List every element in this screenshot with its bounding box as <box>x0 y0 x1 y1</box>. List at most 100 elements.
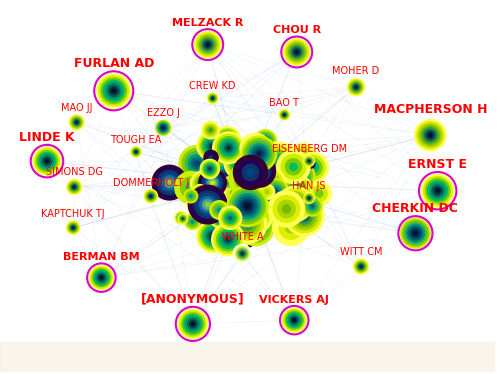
Circle shape <box>286 42 308 62</box>
Circle shape <box>226 185 268 227</box>
Circle shape <box>240 176 249 186</box>
Circle shape <box>252 181 260 189</box>
Circle shape <box>216 208 222 212</box>
Circle shape <box>229 187 266 225</box>
Circle shape <box>292 146 314 167</box>
Circle shape <box>264 180 287 204</box>
Circle shape <box>105 82 122 100</box>
Circle shape <box>237 227 254 245</box>
Circle shape <box>288 43 306 61</box>
Circle shape <box>308 160 310 163</box>
Circle shape <box>224 143 234 153</box>
Text: EZZO J: EZZO J <box>146 108 180 118</box>
Circle shape <box>68 181 80 193</box>
Circle shape <box>259 171 262 175</box>
Circle shape <box>208 168 212 171</box>
Circle shape <box>194 202 198 205</box>
Circle shape <box>228 213 230 215</box>
Circle shape <box>420 125 440 145</box>
Circle shape <box>304 156 314 166</box>
Circle shape <box>262 186 272 197</box>
Circle shape <box>233 182 251 200</box>
Circle shape <box>227 212 232 217</box>
Circle shape <box>284 146 290 152</box>
Circle shape <box>252 223 258 230</box>
Circle shape <box>220 133 234 147</box>
Circle shape <box>247 159 272 183</box>
Circle shape <box>242 179 246 183</box>
Circle shape <box>278 109 290 121</box>
Circle shape <box>241 252 244 255</box>
Circle shape <box>210 211 228 229</box>
Circle shape <box>358 263 364 270</box>
Circle shape <box>204 227 222 245</box>
Circle shape <box>224 180 240 197</box>
Circle shape <box>181 217 184 220</box>
Circle shape <box>219 131 236 148</box>
Circle shape <box>279 188 310 220</box>
Circle shape <box>315 189 324 198</box>
Circle shape <box>256 151 262 156</box>
Circle shape <box>174 171 208 205</box>
Circle shape <box>408 226 423 241</box>
Circle shape <box>211 234 216 238</box>
Circle shape <box>202 197 231 226</box>
Circle shape <box>194 196 200 202</box>
Circle shape <box>296 207 313 225</box>
Circle shape <box>240 160 245 165</box>
Circle shape <box>152 165 188 200</box>
Circle shape <box>234 193 260 219</box>
Circle shape <box>242 201 253 211</box>
Circle shape <box>265 149 289 173</box>
Circle shape <box>310 164 316 171</box>
Circle shape <box>200 180 209 189</box>
Circle shape <box>293 49 300 55</box>
Circle shape <box>280 163 289 173</box>
Circle shape <box>427 180 448 201</box>
Circle shape <box>290 315 299 325</box>
Circle shape <box>423 176 452 206</box>
Circle shape <box>224 209 234 219</box>
Circle shape <box>204 174 222 192</box>
Circle shape <box>283 309 306 331</box>
Circle shape <box>287 196 302 212</box>
Circle shape <box>242 232 250 239</box>
Circle shape <box>246 168 255 177</box>
Circle shape <box>306 158 312 164</box>
Circle shape <box>45 159 49 163</box>
Circle shape <box>347 78 366 96</box>
Circle shape <box>218 206 226 213</box>
Circle shape <box>218 206 242 230</box>
Circle shape <box>250 162 272 184</box>
Text: SIMONS DG: SIMONS DG <box>46 168 102 177</box>
Circle shape <box>146 191 156 201</box>
Circle shape <box>204 184 214 194</box>
Circle shape <box>360 266 362 267</box>
Circle shape <box>149 194 152 198</box>
Circle shape <box>180 310 206 337</box>
Circle shape <box>190 220 194 224</box>
Circle shape <box>131 147 141 157</box>
Circle shape <box>268 190 305 228</box>
Circle shape <box>72 226 75 230</box>
Circle shape <box>310 163 312 165</box>
Circle shape <box>217 129 238 150</box>
Circle shape <box>224 177 235 189</box>
Circle shape <box>310 204 314 208</box>
Circle shape <box>244 194 258 210</box>
Circle shape <box>300 173 304 178</box>
Circle shape <box>234 245 250 262</box>
Circle shape <box>286 312 302 328</box>
Circle shape <box>357 263 365 271</box>
Circle shape <box>284 196 325 236</box>
Circle shape <box>422 127 438 143</box>
Circle shape <box>273 197 307 232</box>
Circle shape <box>219 218 252 251</box>
Circle shape <box>270 177 291 198</box>
Circle shape <box>290 45 304 59</box>
Circle shape <box>254 148 264 159</box>
Circle shape <box>218 218 221 221</box>
Circle shape <box>197 34 218 55</box>
Circle shape <box>284 209 296 220</box>
Circle shape <box>400 218 431 249</box>
